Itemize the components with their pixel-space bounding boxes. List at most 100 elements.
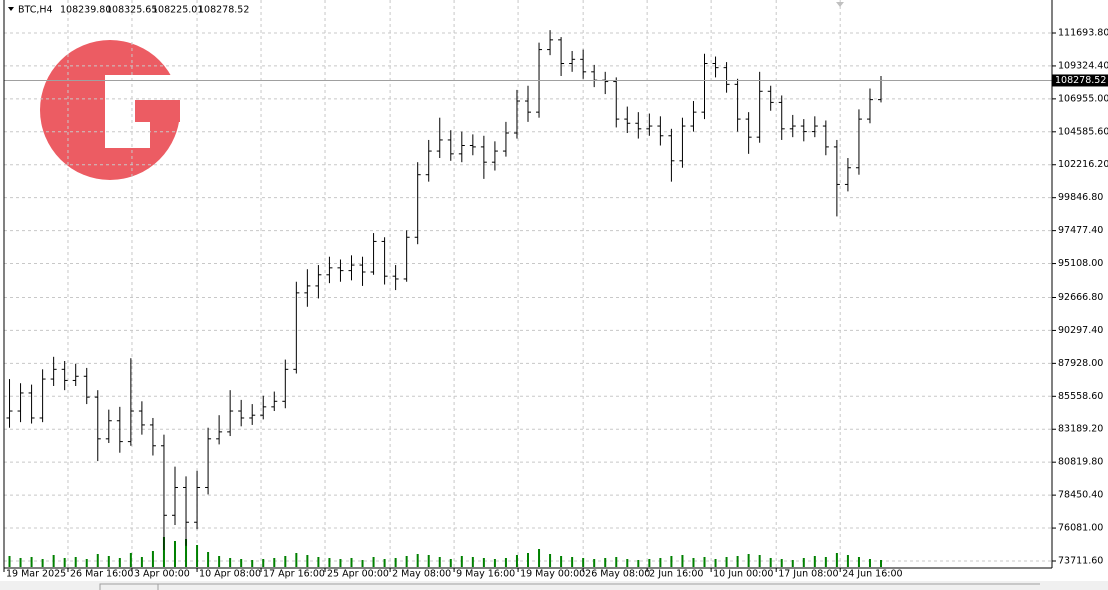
x-tick-label: 9 May 16:00 — [456, 569, 515, 580]
volume-bar — [251, 560, 254, 567]
volume-bar — [173, 541, 176, 567]
volume-bar — [438, 557, 441, 567]
volume-bar — [8, 556, 11, 567]
logo — [40, 40, 205, 180]
volume-bar — [284, 556, 287, 567]
volume-bar — [240, 559, 243, 567]
y-tick-label: 97477.40 — [1058, 225, 1103, 236]
x-tick-label: 2 May 08:00 — [392, 569, 451, 580]
volume-bar — [802, 558, 805, 567]
volume-bar — [460, 556, 463, 567]
volume-bar — [52, 555, 55, 567]
volume-bar — [306, 555, 309, 567]
volume-bar — [527, 553, 529, 567]
ohlc-high: 108325.65 — [106, 5, 157, 16]
y-tick-label: 106955.00 — [1058, 93, 1108, 104]
volume-bar — [868, 559, 871, 567]
volume-bar — [880, 560, 883, 567]
volume-bar — [692, 558, 695, 567]
x-tick-label: 10 Jun 00:00 — [713, 569, 773, 580]
x-tick-label: 3 Apr 00:00 — [134, 569, 190, 580]
x-tick-label: 26 Mar 16:00 — [70, 569, 133, 580]
plot-area — [4, 0, 1052, 568]
logo-mark — [105, 75, 205, 148]
volume-bar — [339, 559, 342, 567]
x-tick-label: 10 Apr 08:00 — [199, 569, 261, 580]
logo-mark — [135, 100, 180, 122]
volume-bar — [615, 557, 618, 567]
volume-bar — [405, 556, 408, 567]
volume-bar — [317, 557, 320, 567]
volume-bar — [703, 557, 706, 567]
y-tick-label: 76081.00 — [1058, 523, 1103, 534]
volume-bar — [162, 537, 165, 567]
x-tick-label: 25 Apr 00:00 — [327, 569, 389, 580]
y-tick-label: 102216.20 — [1058, 159, 1108, 170]
volume-bar — [273, 558, 276, 567]
y-tick-label: 83189.20 — [1058, 424, 1103, 435]
y-tick-label: 87928.00 — [1058, 358, 1103, 369]
x-tick-label: 19 May 00:00 — [520, 569, 585, 580]
ohlc-low: 108225.01 — [152, 5, 203, 16]
volume-bar — [780, 559, 783, 567]
volume-bar — [747, 554, 750, 567]
shift-marker[interactable] — [836, 2, 844, 7]
tab-bar — [0, 581, 1108, 590]
volume-bar — [758, 555, 761, 567]
y-tick-label: 109324.40 — [1058, 60, 1108, 71]
volume-bar — [648, 559, 651, 567]
x-tick-label: 17 Jun 08:00 — [778, 569, 838, 580]
y-tick-label: 90297.40 — [1058, 325, 1103, 336]
y-tick-label: 73711.60 — [1058, 555, 1103, 566]
volume-bar — [769, 558, 772, 567]
volume-bar — [140, 557, 143, 567]
volume-bar — [229, 558, 232, 567]
x-tick-label: 19 Mar 2025 — [6, 569, 66, 580]
y-tick-label: 85558.60 — [1058, 391, 1103, 402]
volume-bar — [129, 553, 132, 567]
volume-bar — [791, 560, 794, 567]
volume-bar — [196, 545, 199, 567]
volume-bar — [857, 557, 860, 567]
tab-outline — [99, 583, 1040, 590]
dropdown-icon[interactable] — [8, 7, 14, 11]
ohlc-open: 108239.80 — [60, 5, 111, 16]
volume-bar — [416, 554, 419, 567]
volume-bar — [151, 551, 154, 567]
symbol: BTC,H4 — [18, 5, 53, 16]
volume-bar — [185, 539, 188, 567]
volume-bar — [714, 559, 717, 567]
volume-bar — [96, 554, 99, 567]
volume-bar — [449, 559, 452, 567]
volume-bar — [538, 549, 541, 567]
volume-bar — [549, 554, 552, 567]
volume-bar — [30, 557, 33, 567]
y-tick-label: 111693.80 — [1058, 27, 1108, 38]
volume-bar — [262, 559, 265, 567]
x-tick-label: 24 Jun 16:00 — [842, 569, 902, 580]
ohlc-close: 108278.52 — [198, 5, 249, 16]
volume-bar — [328, 558, 331, 567]
volume-bar — [394, 558, 397, 567]
volume-bar — [659, 558, 662, 567]
volume-bar — [582, 558, 585, 567]
volume-bar — [41, 559, 44, 567]
volume-bar — [835, 553, 838, 567]
volume-bar — [295, 553, 298, 567]
volume-bar — [560, 556, 563, 567]
volume-bar — [218, 556, 221, 567]
volume-bar — [846, 555, 849, 567]
y-tick-label: 78450.40 — [1058, 490, 1103, 501]
volume-bar — [85, 559, 88, 567]
y-tick-label: 92666.80 — [1058, 292, 1103, 303]
volume-bar — [63, 558, 66, 567]
volume-bar — [482, 558, 485, 567]
x-tick-label: 2 Jun 16:00 — [649, 569, 703, 580]
volume-bar — [383, 559, 386, 567]
volume-bar — [626, 559, 629, 567]
volume-bar — [504, 558, 507, 567]
volume-bar — [681, 555, 684, 567]
volume-bar — [118, 558, 121, 567]
